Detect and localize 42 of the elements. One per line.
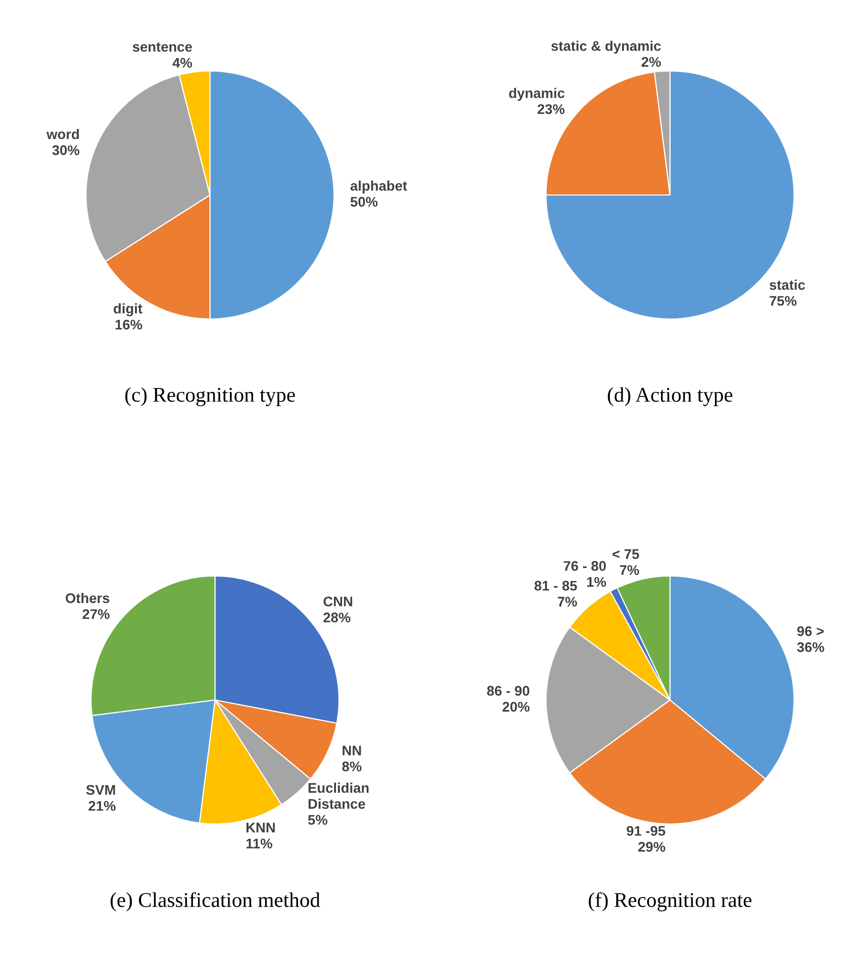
data-label: 30% bbox=[52, 145, 80, 156]
data-label: 29% bbox=[638, 842, 666, 852]
text: (c) Recognition type bbox=[125, 387, 295, 406]
slice-label: Others bbox=[66, 592, 110, 604]
slice-label: 76 - 80 bbox=[564, 561, 606, 571]
text: (f) Recognition rate bbox=[588, 892, 752, 912]
data-label: 36% bbox=[797, 642, 824, 652]
data-label: 75% bbox=[770, 296, 797, 306]
data-label: 8% bbox=[342, 762, 362, 772]
slice-label: 86 - 90 bbox=[487, 686, 530, 696]
data-label: 5% bbox=[308, 815, 328, 825]
data-label: 16% bbox=[116, 320, 142, 330]
data-label: 50% bbox=[350, 196, 378, 207]
slice-label: CNN bbox=[324, 596, 352, 606]
data-label: 28% bbox=[323, 612, 350, 622]
data-label: 1% bbox=[587, 577, 606, 587]
text: (d) Action type bbox=[608, 387, 732, 406]
slice-label: 81 - 85 bbox=[534, 580, 577, 591]
slice-label: static & dynamic bbox=[551, 40, 661, 54]
data-label: 2% bbox=[642, 57, 661, 67]
slice-label: SVM bbox=[86, 784, 115, 795]
slice-label: static bbox=[770, 280, 805, 290]
data-label: 21% bbox=[88, 800, 116, 811]
slice-label: sentence bbox=[132, 42, 192, 52]
slice-label: alphabet bbox=[350, 180, 408, 194]
slice-label: < 75 bbox=[612, 549, 640, 559]
data-label: 20% bbox=[502, 702, 530, 712]
slice-label: word bbox=[46, 128, 79, 140]
slice-label: NN bbox=[342, 746, 361, 756]
slice-label: digit bbox=[114, 303, 142, 316]
data-label: 7% bbox=[620, 565, 640, 575]
slice-label: 91 -95 bbox=[626, 826, 666, 836]
slice-label: 96 > bbox=[797, 626, 824, 636]
text: (e) Classification method bbox=[110, 892, 320, 912]
data-label: 7% bbox=[558, 596, 577, 607]
data-label: 27% bbox=[82, 609, 110, 620]
slice-label: KNN bbox=[246, 822, 275, 832]
slice-label: dynamic bbox=[509, 88, 564, 101]
data-label: 4% bbox=[172, 58, 192, 68]
data-label: 11% bbox=[246, 838, 272, 848]
data-label: 23% bbox=[538, 104, 565, 114]
slice-label: Euclidian Distance bbox=[308, 782, 369, 809]
